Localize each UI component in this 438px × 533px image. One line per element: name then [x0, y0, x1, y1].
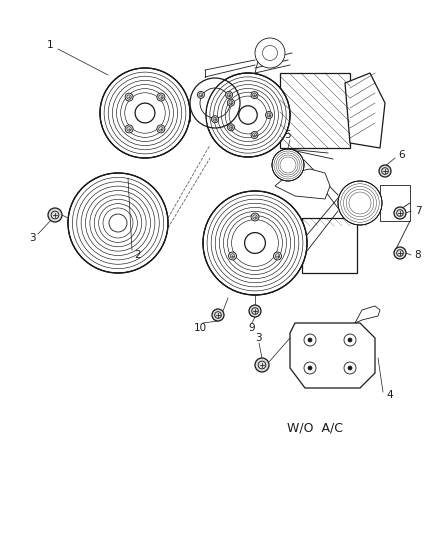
Circle shape [254, 38, 284, 68]
Circle shape [156, 125, 165, 133]
Text: 3: 3 [254, 333, 261, 343]
Circle shape [307, 338, 311, 342]
Circle shape [254, 358, 268, 372]
Bar [379, 185, 409, 221]
Circle shape [68, 173, 168, 273]
Text: 9: 9 [248, 323, 255, 333]
Circle shape [272, 149, 303, 181]
Bar [279, 73, 349, 148]
Circle shape [228, 252, 236, 260]
Circle shape [393, 207, 405, 219]
Circle shape [251, 132, 258, 139]
Circle shape [109, 214, 127, 232]
Text: 5: 5 [284, 130, 291, 140]
Circle shape [205, 73, 290, 157]
Circle shape [265, 111, 272, 118]
Circle shape [393, 247, 405, 259]
Circle shape [307, 366, 311, 370]
Circle shape [227, 124, 234, 131]
Circle shape [48, 208, 62, 222]
Text: 8: 8 [414, 250, 420, 260]
Polygon shape [274, 169, 329, 199]
Circle shape [197, 91, 204, 99]
Bar [215, 83, 254, 123]
Circle shape [125, 125, 133, 133]
Circle shape [347, 338, 351, 342]
Circle shape [225, 91, 232, 99]
Circle shape [248, 305, 261, 317]
Circle shape [251, 213, 258, 221]
Bar [301, 218, 356, 273]
Text: W/O  A/C: W/O A/C [286, 422, 342, 434]
Circle shape [125, 93, 133, 101]
Polygon shape [344, 73, 384, 148]
Text: 4: 4 [386, 390, 392, 400]
Circle shape [337, 181, 381, 225]
Circle shape [211, 116, 218, 123]
Circle shape [190, 78, 240, 128]
Circle shape [212, 309, 223, 321]
Text: 7: 7 [414, 206, 420, 216]
Circle shape [273, 252, 281, 260]
Circle shape [251, 92, 258, 99]
Circle shape [156, 93, 165, 101]
Text: 1: 1 [46, 40, 53, 50]
Text: 2: 2 [134, 250, 141, 260]
Text: 3: 3 [28, 233, 35, 243]
Circle shape [238, 106, 257, 124]
Circle shape [244, 232, 265, 253]
Circle shape [378, 165, 390, 177]
Text: 6: 6 [398, 150, 404, 160]
Circle shape [100, 68, 190, 158]
Circle shape [227, 99, 234, 106]
Circle shape [347, 366, 351, 370]
Circle shape [135, 103, 155, 123]
Circle shape [202, 191, 306, 295]
Text: 10: 10 [193, 323, 206, 333]
